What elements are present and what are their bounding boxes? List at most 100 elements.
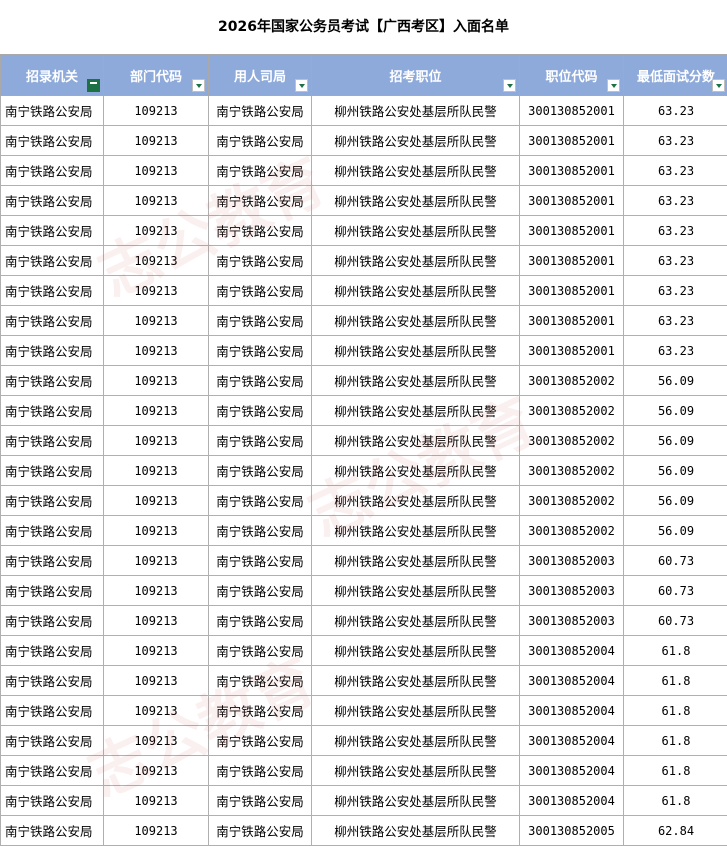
cell-department-code[interactable]: 109213 [104, 756, 209, 786]
cell-employing-bureau[interactable]: 南宁铁路公安局 [209, 216, 312, 246]
cell-employing-bureau[interactable]: 南宁铁路公安局 [209, 516, 312, 546]
cell-position[interactable]: 柳州铁路公安处基层所队民警 [312, 366, 520, 396]
cell-min-interview-score[interactable]: 63.23 [624, 306, 727, 336]
cell-employing-bureau[interactable]: 南宁铁路公安局 [209, 756, 312, 786]
cell-department-code[interactable]: 109213 [104, 96, 209, 126]
cell-position-code[interactable]: 300130852004 [520, 666, 624, 696]
cell-min-interview-score[interactable]: 56.09 [624, 366, 727, 396]
cell-employing-bureau[interactable]: 南宁铁路公安局 [209, 666, 312, 696]
cell-position[interactable]: 柳州铁路公安处基层所队民警 [312, 516, 520, 546]
cell-recruiting-agency[interactable]: 南宁铁路公安局 [1, 426, 104, 456]
cell-min-interview-score[interactable]: 63.23 [624, 96, 727, 126]
filter-dropdown-icon[interactable] [712, 79, 725, 92]
cell-employing-bureau[interactable]: 南宁铁路公安局 [209, 246, 312, 276]
cell-department-code[interactable]: 109213 [104, 576, 209, 606]
cell-recruiting-agency[interactable]: 南宁铁路公安局 [1, 606, 104, 636]
cell-position[interactable]: 柳州铁路公安处基层所队民警 [312, 186, 520, 216]
cell-employing-bureau[interactable]: 南宁铁路公安局 [209, 366, 312, 396]
cell-recruiting-agency[interactable]: 南宁铁路公安局 [1, 696, 104, 726]
cell-employing-bureau[interactable]: 南宁铁路公安局 [209, 306, 312, 336]
cell-min-interview-score[interactable]: 61.8 [624, 696, 727, 726]
cell-min-interview-score[interactable]: 60.73 [624, 606, 727, 636]
cell-employing-bureau[interactable]: 南宁铁路公安局 [209, 276, 312, 306]
cell-position-code[interactable]: 300130852003 [520, 576, 624, 606]
cell-position-code[interactable]: 300130852001 [520, 216, 624, 246]
cell-position-code[interactable]: 300130852004 [520, 756, 624, 786]
cell-department-code[interactable]: 109213 [104, 306, 209, 336]
cell-recruiting-agency[interactable]: 南宁铁路公安局 [1, 336, 104, 366]
cell-department-code[interactable]: 109213 [104, 156, 209, 186]
cell-recruiting-agency[interactable]: 南宁铁路公安局 [1, 636, 104, 666]
cell-department-code[interactable]: 109213 [104, 516, 209, 546]
cell-min-interview-score[interactable]: 61.8 [624, 756, 727, 786]
cell-position-code[interactable]: 300130852002 [520, 486, 624, 516]
filter-dropdown-icon[interactable] [192, 79, 205, 92]
cell-position[interactable]: 柳州铁路公安处基层所队民警 [312, 606, 520, 636]
cell-position[interactable]: 柳州铁路公安处基层所队民警 [312, 726, 520, 756]
cell-position[interactable]: 柳州铁路公安处基层所队民警 [312, 276, 520, 306]
cell-employing-bureau[interactable]: 南宁铁路公安局 [209, 816, 312, 846]
cell-min-interview-score[interactable]: 63.23 [624, 336, 727, 366]
cell-recruiting-agency[interactable]: 南宁铁路公安局 [1, 486, 104, 516]
cell-department-code[interactable]: 109213 [104, 366, 209, 396]
cell-employing-bureau[interactable]: 南宁铁路公安局 [209, 456, 312, 486]
cell-min-interview-score[interactable]: 60.73 [624, 576, 727, 606]
cell-position-code[interactable]: 300130852001 [520, 126, 624, 156]
cell-department-code[interactable]: 109213 [104, 456, 209, 486]
cell-position[interactable]: 柳州铁路公安处基层所队民警 [312, 786, 520, 816]
cell-employing-bureau[interactable]: 南宁铁路公安局 [209, 396, 312, 426]
cell-position[interactable]: 柳州铁路公安处基层所队民警 [312, 546, 520, 576]
cell-min-interview-score[interactable]: 63.23 [624, 126, 727, 156]
cell-department-code[interactable]: 109213 [104, 606, 209, 636]
cell-min-interview-score[interactable]: 63.23 [624, 156, 727, 186]
cell-department-code[interactable]: 109213 [104, 126, 209, 156]
cell-employing-bureau[interactable]: 南宁铁路公安局 [209, 126, 312, 156]
filter-active-icon[interactable] [87, 79, 100, 92]
cell-min-interview-score[interactable]: 63.23 [624, 186, 727, 216]
cell-recruiting-agency[interactable]: 南宁铁路公安局 [1, 546, 104, 576]
cell-position-code[interactable]: 300130852004 [520, 786, 624, 816]
cell-position[interactable]: 柳州铁路公安处基层所队民警 [312, 246, 520, 276]
cell-employing-bureau[interactable]: 南宁铁路公安局 [209, 336, 312, 366]
cell-recruiting-agency[interactable]: 南宁铁路公安局 [1, 516, 104, 546]
cell-employing-bureau[interactable]: 南宁铁路公安局 [209, 546, 312, 576]
cell-recruiting-agency[interactable]: 南宁铁路公安局 [1, 816, 104, 846]
cell-recruiting-agency[interactable]: 南宁铁路公安局 [1, 126, 104, 156]
cell-recruiting-agency[interactable]: 南宁铁路公安局 [1, 756, 104, 786]
cell-department-code[interactable]: 109213 [104, 486, 209, 516]
cell-employing-bureau[interactable]: 南宁铁路公安局 [209, 606, 312, 636]
cell-department-code[interactable]: 109213 [104, 186, 209, 216]
cell-employing-bureau[interactable]: 南宁铁路公安局 [209, 96, 312, 126]
cell-department-code[interactable]: 109213 [104, 426, 209, 456]
cell-department-code[interactable]: 109213 [104, 246, 209, 276]
cell-position-code[interactable]: 300130852001 [520, 336, 624, 366]
cell-position-code[interactable]: 300130852004 [520, 636, 624, 666]
cell-position-code[interactable]: 300130852001 [520, 156, 624, 186]
cell-min-interview-score[interactable]: 56.09 [624, 516, 727, 546]
cell-position-code[interactable]: 300130852002 [520, 426, 624, 456]
cell-min-interview-score[interactable]: 63.23 [624, 276, 727, 306]
cell-recruiting-agency[interactable]: 南宁铁路公安局 [1, 216, 104, 246]
cell-department-code[interactable]: 109213 [104, 546, 209, 576]
cell-position[interactable]: 柳州铁路公安处基层所队民警 [312, 666, 520, 696]
cell-employing-bureau[interactable]: 南宁铁路公安局 [209, 186, 312, 216]
cell-position[interactable]: 柳州铁路公安处基层所队民警 [312, 636, 520, 666]
cell-position[interactable]: 柳州铁路公安处基层所队民警 [312, 456, 520, 486]
cell-department-code[interactable]: 109213 [104, 786, 209, 816]
filter-dropdown-icon[interactable] [295, 79, 308, 92]
cell-position[interactable]: 柳州铁路公安处基层所队民警 [312, 216, 520, 246]
cell-recruiting-agency[interactable]: 南宁铁路公安局 [1, 396, 104, 426]
cell-min-interview-score[interactable]: 61.8 [624, 666, 727, 696]
cell-department-code[interactable]: 109213 [104, 636, 209, 666]
cell-department-code[interactable]: 109213 [104, 726, 209, 756]
cell-recruiting-agency[interactable]: 南宁铁路公安局 [1, 306, 104, 336]
cell-position-code[interactable]: 300130852002 [520, 366, 624, 396]
cell-position-code[interactable]: 300130852002 [520, 456, 624, 486]
cell-position-code[interactable]: 300130852003 [520, 606, 624, 636]
cell-position-code[interactable]: 300130852004 [520, 696, 624, 726]
cell-position[interactable]: 柳州铁路公安处基层所队民警 [312, 96, 520, 126]
cell-department-code[interactable]: 109213 [104, 216, 209, 246]
cell-position[interactable]: 柳州铁路公安处基层所队民警 [312, 756, 520, 786]
cell-recruiting-agency[interactable]: 南宁铁路公安局 [1, 276, 104, 306]
cell-min-interview-score[interactable]: 56.09 [624, 456, 727, 486]
